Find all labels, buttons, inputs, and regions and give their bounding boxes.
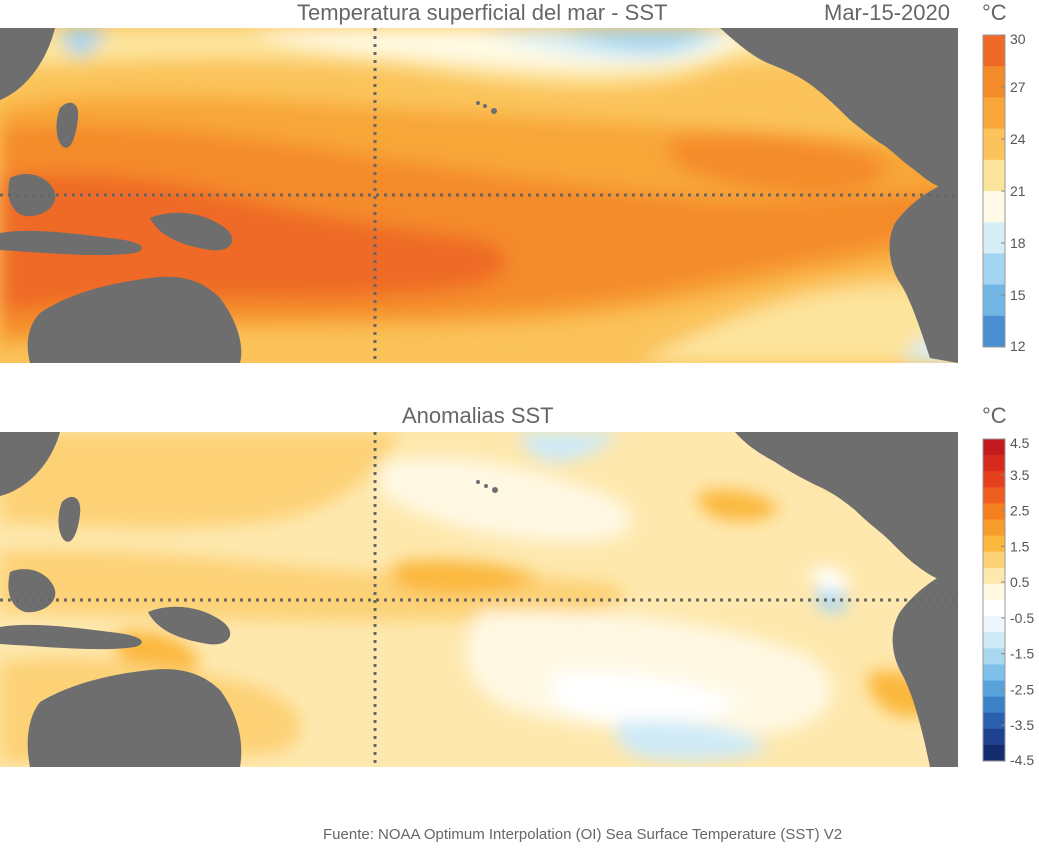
sst-colorbar-tick-label: 12 — [1010, 338, 1026, 352]
sst-colorbar-swatch — [983, 191, 1005, 223]
anomaly-colorbar-swatch — [983, 664, 1005, 681]
sst-colorbar-swatch — [983, 128, 1005, 161]
anomaly-colorbar-swatch — [983, 439, 1005, 456]
anomaly-colorbar-swatch — [983, 519, 1005, 537]
sst-colorbar-tick-label: 27 — [1010, 79, 1026, 95]
anomaly-colorbar-swatch — [983, 503, 1005, 520]
anomaly-colorbar-swatch — [983, 551, 1005, 569]
sst-unit-label: °C — [982, 0, 1007, 25]
anomaly-colorbar-tick-label: 1.5 — [1010, 538, 1030, 554]
anomaly-colorbar-swatch — [983, 632, 1005, 649]
sst-colorbar-swatch — [983, 253, 1005, 286]
anomaly-colorbar-tick-label: 4.5 — [1010, 435, 1030, 451]
anomaly-colorbar-swatch — [983, 600, 1005, 617]
anomaly-colorbar-swatch — [983, 535, 1005, 553]
sst-colorbar-swatch — [983, 159, 1005, 192]
anomaly-colorbar-tick-label: -3.5 — [1010, 717, 1034, 733]
anomaly-colorbar-swatch — [983, 487, 1005, 504]
sst-colorbar-tick-label: 21 — [1010, 183, 1026, 199]
anomaly-colorbar-swatch — [983, 712, 1005, 730]
sst-colorbar-swatch — [983, 222, 1005, 254]
sst-colorbar-tick-label: 24 — [1010, 131, 1026, 147]
anomaly-colorbar-tick-label: -1.5 — [1010, 646, 1034, 662]
anomaly-unit-label: °C — [982, 403, 1007, 428]
sst-colorbar-swatch — [983, 315, 1005, 348]
anomaly-colorbar-tick-label: 0.5 — [1010, 574, 1030, 590]
anomaly-colorbar-swatch — [983, 696, 1005, 714]
anomaly-colorbar-tick-label: 3.5 — [1010, 467, 1030, 483]
sst-anomaly-map — [0, 432, 958, 767]
anomaly-colorbar-tick-label: -0.5 — [1010, 610, 1034, 626]
map-date: Mar-15-2020 — [824, 0, 950, 25]
anomaly-colorbar-swatch — [983, 455, 1005, 472]
anomaly-colorbar-swatch — [983, 680, 1005, 698]
sst-colorbar-swatch — [983, 97, 1005, 130]
anomaly-colorbar-swatch — [983, 616, 1005, 633]
sst-colorbar-swatch — [983, 35, 1005, 67]
anomaly-colorbar-swatch — [983, 471, 1005, 488]
anomaly-colorbar-tick-label: -4.5 — [1010, 752, 1034, 766]
sst-colorbar-tick-label: 18 — [1010, 235, 1026, 251]
sst-colorbar-tick-label: 15 — [1010, 287, 1026, 303]
anomaly-colorbar-tick-label: 2.5 — [1010, 503, 1030, 519]
sst-map-title: Temperatura superficial del mar - SST — [297, 0, 668, 25]
anomaly-colorbar-swatch — [983, 648, 1005, 665]
sst-colorbar: 30 27 24 21 18 15 12 — [982, 31, 1026, 352]
anomaly-colorbar-swatch — [983, 728, 1005, 746]
anomaly-colorbar-swatch — [983, 744, 1005, 762]
data-source-credit: Fuente: NOAA Optimum Interpolation (OI) … — [323, 826, 843, 843]
anomaly-colorbar-tick-label: -2.5 — [1010, 681, 1034, 697]
anomaly-map-title: Anomalias SST — [402, 403, 554, 428]
sst-colorbar-swatch — [983, 284, 1005, 317]
sst-map — [0, 28, 958, 363]
sst-colorbar-tick-label: 30 — [1010, 31, 1026, 47]
sst-colorbar-swatch — [983, 66, 1005, 98]
anomaly-colorbar-swatch — [983, 567, 1005, 585]
anomaly-colorbar: 4.5 3.5 2.5 1.5 0.5 -0.5 -1.5 -2.5 -3.5 -4.5 — [982, 435, 1034, 766]
anomaly-colorbar-swatch — [983, 583, 1005, 601]
